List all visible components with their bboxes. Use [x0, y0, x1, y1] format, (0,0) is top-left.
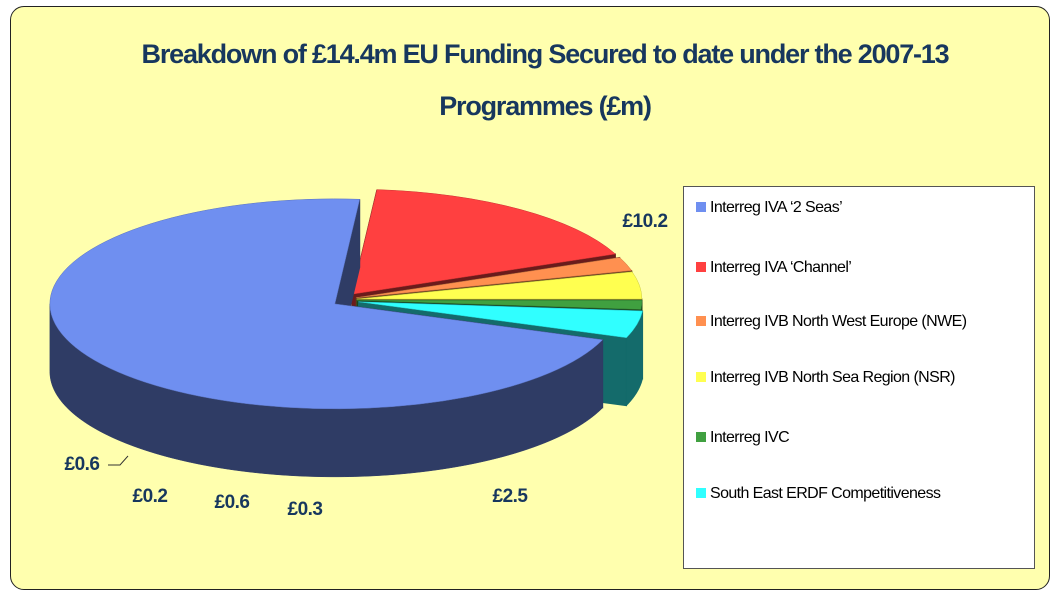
- data-label: £2.5: [493, 486, 529, 507]
- legend-label: South East ERDF Competitiveness: [710, 485, 941, 502]
- legend-swatch: [696, 432, 706, 442]
- slice: [356, 257, 633, 298]
- data-label: £0.6: [215, 492, 250, 513]
- legend-swatch: [696, 372, 706, 382]
- legend-item: Interreg IVA ‘2 Seas’: [696, 195, 1040, 220]
- slice: [49, 198, 604, 410]
- chart-title: Breakdown of £14.4m EU Funding Secured t…: [141, 39, 950, 121]
- legend-label: Interreg IVA ‘Channel’: [710, 259, 852, 276]
- slice: [351, 189, 616, 295]
- slice-group: [49, 198, 604, 478]
- legend-swatch: [696, 262, 706, 272]
- legend-swatch: [696, 316, 706, 326]
- legend: Interreg IVA ‘2 Seas’ Interreg IVA ‘Chann…: [683, 186, 1035, 569]
- legend-item: South East ERDF Competitiveness: [696, 481, 1040, 506]
- legend-label: Interreg IVB North West Europe (NWE): [710, 313, 967, 330]
- data-label: £0.3: [288, 499, 323, 520]
- legend-item: Interreg IVB North West Europe (NWE): [696, 309, 1040, 334]
- legend-item: Interreg IVC: [696, 425, 1040, 450]
- legend-label: Interreg IVA ‘2 Seas’: [710, 199, 843, 216]
- data-label: £0.6: [65, 454, 100, 475]
- slice: [356, 300, 643, 310]
- legend-item: Interreg IVA ‘Channel’: [696, 255, 1040, 280]
- leader-line: [108, 455, 129, 466]
- slice: [358, 301, 643, 338]
- legend-swatch: [696, 202, 706, 212]
- slice: [356, 271, 643, 300]
- legend-swatch: [696, 488, 706, 498]
- data-label: £0.2: [133, 486, 168, 507]
- legend-item: Interreg IVB North Sea Region (NSR): [696, 365, 1040, 390]
- legend-label: Interreg IVC: [710, 429, 790, 446]
- data-label: £10.2: [622, 211, 667, 232]
- legend-label: Interreg IVB North Sea Region (NSR): [710, 369, 956, 386]
